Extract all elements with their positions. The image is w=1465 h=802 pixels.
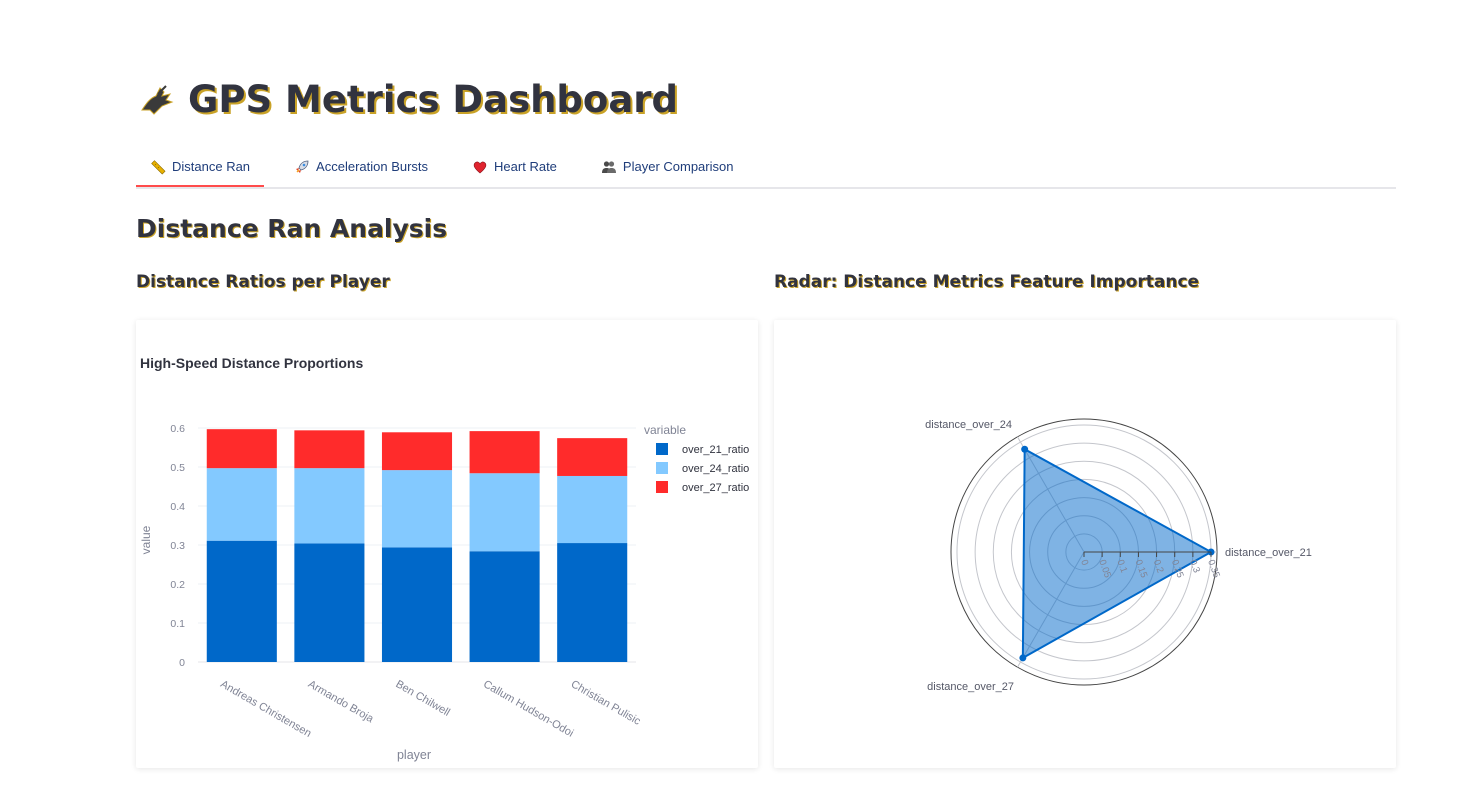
legend-swatch[interactable] (656, 443, 668, 455)
bar-over-21-ratio[interactable] (381, 547, 453, 662)
bar-legend: variable over_21_ratio over_24_ratio over_… (644, 423, 749, 494)
tab-label: Player Comparison (622, 159, 734, 174)
bar-over-24-ratio[interactable] (294, 468, 365, 544)
bar-chart: High-Speed Distance Proportions 00.10.20… (139, 355, 749, 762)
radar-axis-label: distance_over_21 (1225, 547, 1312, 559)
radar-chart-subtitle: Radar: Distance Metrics Feature Importan… (774, 272, 1200, 292)
bar-over-24-ratio[interactable] (469, 473, 540, 552)
ruler-icon (151, 159, 166, 174)
x-tick-label: Armando Broja (306, 678, 376, 726)
x-axis-label: player (397, 748, 431, 762)
legend-item-label[interactable]: over_24_ratio (682, 463, 749, 475)
tab-heart-rate[interactable]: Heart Rate (458, 148, 571, 185)
bar-over-24-ratio[interactable] (381, 470, 453, 548)
legend-swatch[interactable] (656, 462, 668, 474)
legend-title: variable (644, 423, 686, 437)
legend-swatch[interactable] (656, 481, 668, 493)
radar-point[interactable] (1021, 445, 1029, 453)
bar-over-24-ratio[interactable] (557, 475, 628, 544)
radar-tick-label: 0 (1078, 558, 1090, 567)
tab-label: Heart Rate (494, 159, 557, 174)
y-tick-label: 0.1 (170, 618, 185, 630)
bar-over-27-ratio[interactable] (557, 438, 628, 476)
radar-area[interactable] (1021, 447, 1214, 660)
x-tick-label: Christian Pulisic (569, 678, 643, 728)
y-tick-label: 0.6 (170, 423, 185, 435)
radar-tick-label: 0.1 (1114, 558, 1129, 574)
tab-label: Distance Ran (172, 159, 251, 174)
radar-axis-label: distance_over_27 (927, 681, 1014, 693)
radar-tick-label: 0.3 (1187, 558, 1202, 574)
x-tick-label: Andreas Christensen (218, 678, 313, 740)
x-tick-label: Callum Hudson-Odoi (481, 678, 575, 739)
bar-over-21-ratio[interactable] (469, 551, 540, 662)
rocket-icon (296, 160, 309, 173)
bar-marks (206, 429, 628, 662)
bar-over-24-ratio[interactable] (206, 468, 277, 541)
legend-item-label[interactable]: over_21_ratio (682, 444, 749, 456)
y-tick-label: 0.3 (170, 540, 185, 552)
bar-over-27-ratio[interactable] (294, 430, 365, 469)
radar-chart-card: 0 0.05 0.1 0.15 0.2 0.25 0.3 0.35 distance_over… (774, 320, 1396, 768)
bar-chart-title: High-Speed Distance Proportions (140, 355, 363, 371)
tab-player-comparison[interactable]: Player Comparison (587, 148, 748, 185)
radar-axis-labels: distance_over_21 distance_over_24 distance… (925, 419, 1312, 693)
page-title: GPS Metrics Dashboard (136, 78, 678, 121)
shoe-icon (141, 84, 174, 115)
page-title-text: GPS Metrics Dashboard (188, 78, 679, 121)
bar-over-21-ratio[interactable] (206, 540, 277, 662)
y-axis-label: value (139, 525, 153, 554)
bar-over-27-ratio[interactable] (206, 429, 277, 469)
legend-item-label[interactable]: over_27_ratio (682, 482, 749, 494)
tab-label: Acceleration Bursts (316, 159, 429, 174)
section-title: Distance Ran Analysis (136, 214, 448, 243)
y-tick-label: 0 (179, 657, 185, 669)
radar-shape (1019, 445, 1215, 662)
x-tick-label: Ben Chilwell (394, 678, 452, 719)
heart-icon (473, 161, 487, 173)
tab-distance-ran[interactable]: Distance Ran (136, 148, 265, 187)
bar-over-27-ratio[interactable] (381, 432, 453, 471)
bar-over-21-ratio[interactable] (294, 543, 365, 662)
y-tick-label: 0.4 (170, 501, 185, 513)
bar-y-ticks: 0 0.1 0.2 0.3 0.4 0.5 0.6 (170, 423, 185, 669)
tab-bar: Distance Ran Acceleration Bursts Heart R… (136, 148, 1396, 189)
bar-chart-card: High-Speed Distance Proportions 0 0.1 0.2 0… (136, 320, 758, 768)
radar-tick-label: 0.2 (1151, 558, 1166, 574)
radar-tick-label: 0.35 (1205, 558, 1222, 579)
radar-point[interactable] (1019, 654, 1027, 662)
bar-over-27-ratio[interactable] (469, 431, 540, 474)
y-tick-label: 0.5 (170, 462, 185, 474)
app-container: GPS Metrics Dashboard Distance Ran Accel… (136, 0, 1396, 802)
radar-axis-label: distance_over_24 (925, 419, 1012, 431)
tab-acceleration-bursts[interactable]: Acceleration Bursts (280, 148, 442, 185)
radar-chart: 0 0.05 0.1 0.15 0.2 0.25 0.3 0.35 distance_over… (925, 418, 1312, 693)
y-tick-label: 0.2 (170, 579, 185, 591)
people-icon (601, 160, 616, 173)
bar-chart-subtitle: Distance Ratios per Player (136, 272, 390, 292)
bar-over-21-ratio[interactable] (557, 543, 628, 662)
